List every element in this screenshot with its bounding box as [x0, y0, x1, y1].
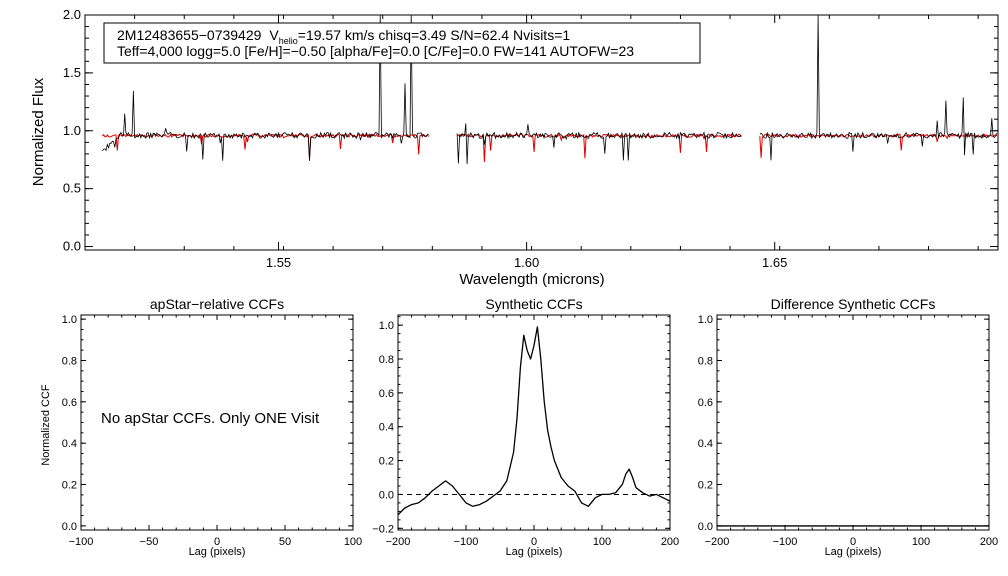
x-tick-label: 100	[593, 536, 611, 548]
y-tick-label: −0.2	[372, 523, 394, 535]
x-tick-label: −100	[773, 536, 798, 548]
spectrum-info-box: 2M12483655−0739429 Vhelio=19.57 km/s chis…	[103, 22, 701, 64]
synthetic-spectrum-chip	[102, 133, 430, 159]
y-tick-label: 1.5	[63, 65, 81, 80]
y-tick-label: 0.4	[698, 438, 713, 450]
apstar-ccf-panel: −100 −50 0 50 100 0.0 0.2 0.4 0.6 0.8 1.0 apStar−r…	[40, 296, 362, 558]
y-tick-label: 1.0	[63, 123, 81, 138]
y-tick-label: 0.0	[698, 521, 713, 533]
info-vhelio-symbol: V	[269, 27, 279, 43]
synthetic-ccf-title: Synthetic CCFs	[485, 296, 582, 312]
observed-spectrum-chip	[456, 123, 742, 165]
info-box-frame	[103, 22, 701, 64]
x-tick-label: −50	[140, 536, 159, 548]
x-tick-label: 100	[344, 536, 362, 548]
y-tick-label: 0.4	[62, 438, 77, 450]
synthetic-ccf-x-axis-title: Lag (pixels)	[506, 546, 563, 558]
y-tick-label: 0.0	[63, 239, 81, 254]
apstar-ccf-title: apStar−relative CCFs	[150, 296, 284, 312]
x-tick-label: 1.65	[762, 255, 787, 270]
info-vhelio-subscript: helio	[279, 36, 298, 46]
spectrum-plot-frame	[84, 14, 999, 251]
x-tick-label: 100	[912, 536, 930, 548]
x-tick-label: 0	[214, 536, 220, 548]
y-tick-label: 0.6	[62, 397, 77, 409]
x-tick-label: 1.55	[266, 255, 291, 270]
spectrum-ticks: 1.55 1.60 1.65 0.0 0.5 1.0 1.5 2.0	[63, 7, 998, 270]
y-tick-label: 2.0	[63, 7, 81, 22]
apstar-ccf-y-axis-title: Normalized CCF	[40, 384, 52, 466]
y-tick-label: 0.2	[62, 480, 77, 492]
y-tick-label: 0.2	[379, 456, 394, 468]
difference-ccf-plot-frame	[716, 314, 990, 531]
info-star-id: 2M12483655−0739429	[117, 27, 262, 43]
y-tick-label: 1.0	[379, 320, 394, 332]
y-tick-label: 1.0	[698, 314, 713, 326]
difference-ccf-ticks: −200 −100 0 100 200 0.0 0.2 0.4 0.6 0.8 1.0	[698, 314, 998, 548]
y-tick-label: 0.8	[379, 354, 394, 366]
x-tick-label: 200	[980, 536, 998, 548]
apstar-ccf-x-axis-title: Lag (pixels)	[189, 546, 246, 558]
spectrum-y-axis-title: Normalized Flux	[30, 77, 47, 186]
apstar-ccf-ticks: −100 −50 0 50 100 0.0 0.2 0.4 0.6 0.8 1.0	[62, 314, 362, 548]
difference-ccf-title: Difference Synthetic CCFs	[771, 296, 936, 312]
y-tick-label: 0.2	[698, 480, 713, 492]
spectrum-x-axis-title: Wavelength (microns)	[459, 271, 604, 288]
y-tick-label: 0.8	[698, 355, 713, 367]
x-tick-label: 0	[531, 536, 537, 548]
x-tick-label: 50	[279, 536, 291, 548]
y-tick-label: 1.0	[62, 314, 77, 326]
synthetic-ccf-panel: −200 −100 0 100 200 −0.2 0.0 0.2 0.4 0.6 0.8 1.0 Sy…	[372, 296, 679, 558]
synthetic-ccf-ticks: −200 −100 0 100 200 −0.2 0.0 0.2 0.4 0.6 0.8 1.0	[372, 315, 679, 548]
spectrum-panel: 1.55 1.60 1.65 0.0 0.5 1.0 1.5 2.0 2M12483655−0…	[30, 7, 999, 288]
observed-spectrum-chip	[759, 14, 998, 161]
synthetic-spectrum-chip	[759, 133, 998, 158]
info-line-1: 2M12483655−0739429 Vhelio=19.57 km/s chis…	[117, 27, 570, 46]
info-line-2: Teff=4,000 logg=5.0 [Fe/H]=−0.50 [alpha/…	[117, 43, 634, 59]
info-line-1-values: =19.57 km/s chisq=3.49 S/N=62.4 Nvisits=…	[298, 27, 571, 43]
y-tick-label: 0.0	[379, 489, 394, 501]
x-tick-label: 1.60	[514, 255, 539, 270]
difference-ccf-panel: −200 −100 0 100 200 0.0 0.2 0.4 0.6 0.8 1.0 Differ…	[698, 296, 998, 558]
difference-ccf-x-axis-title: Lag (pixels)	[825, 546, 882, 558]
y-tick-label: 0.4	[379, 422, 394, 434]
y-tick-label: 0.6	[379, 388, 394, 400]
x-tick-label: −100	[454, 536, 479, 548]
spectrum-lines	[102, 14, 998, 165]
y-tick-label: 0.5	[63, 181, 81, 196]
y-tick-label: 0.8	[62, 355, 77, 367]
x-tick-label: 0	[850, 536, 856, 548]
synthetic-spectrum-chip	[457, 133, 742, 162]
x-tick-label: −200	[386, 536, 411, 548]
y-tick-label: 0.0	[62, 521, 77, 533]
x-tick-label: −200	[705, 536, 730, 548]
synthetic-ccf-line	[397, 326, 671, 516]
observed-spectrum-chip	[102, 14, 429, 161]
y-tick-label: 0.6	[698, 397, 713, 409]
no-apstar-ccfs-message: No apStar CCFs. Only ONE Visit	[101, 410, 320, 427]
x-tick-label: −100	[69, 536, 94, 548]
x-tick-label: 200	[661, 536, 679, 548]
